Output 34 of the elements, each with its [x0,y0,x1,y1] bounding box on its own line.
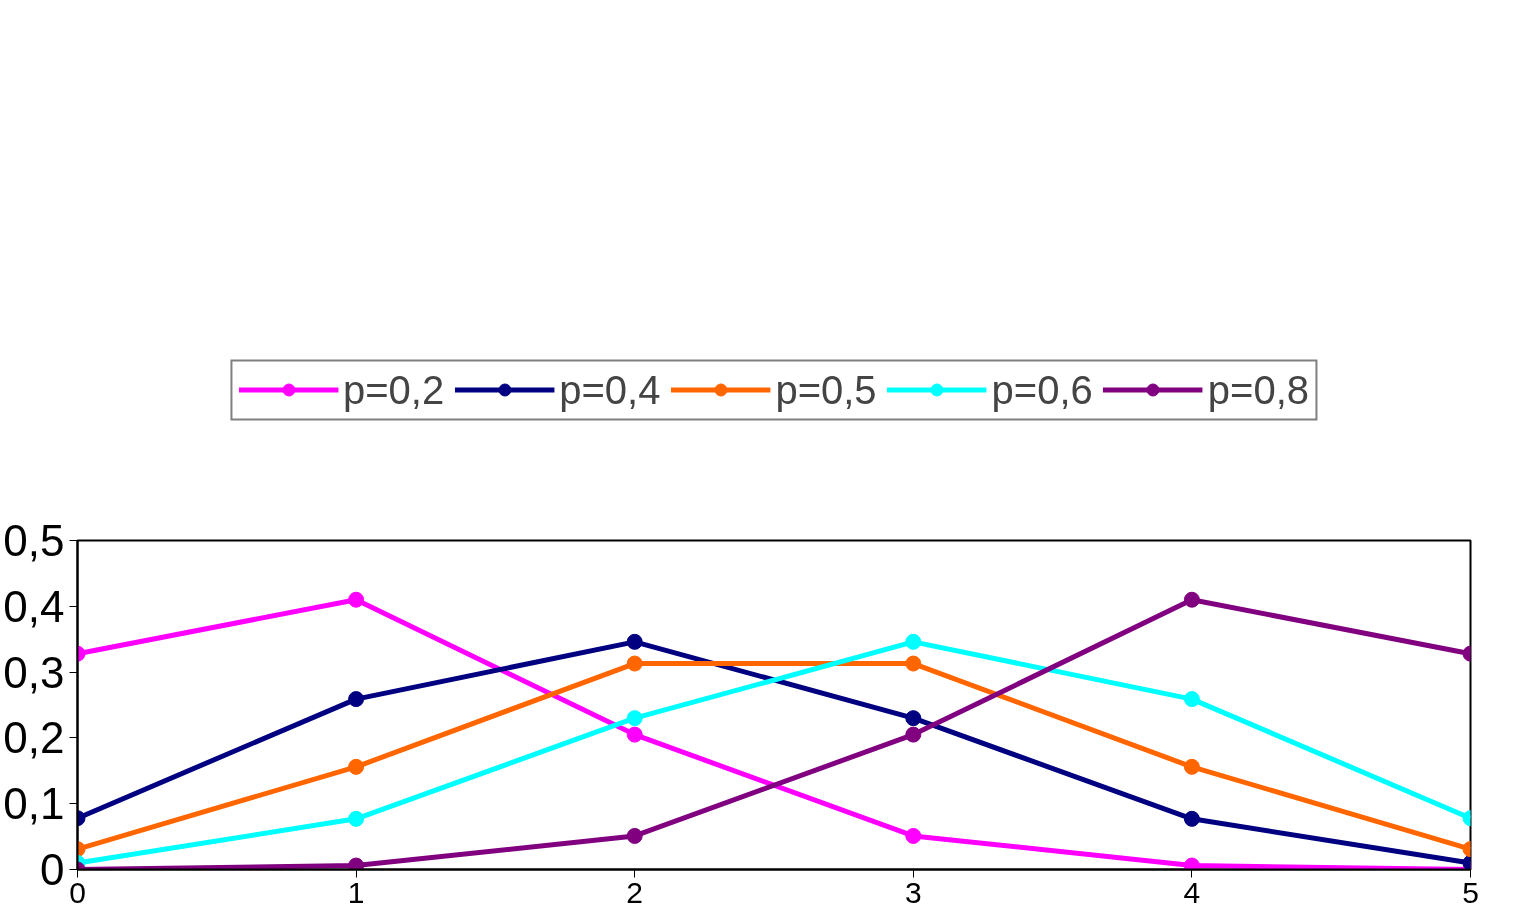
legend-label: p=0,4 [559,367,661,413]
legend-label: p=0,6 [991,367,1093,413]
y-tick-label: 0,2 [3,713,65,763]
y-tick-label: 0,5 [3,516,65,565]
legend-label: p=0,8 [1207,367,1310,413]
point [1183,591,1200,608]
point [626,710,643,727]
x-tick-label: 1 [347,875,365,909]
point [626,655,643,672]
point [905,726,922,743]
y-tick-label: 0,1 [3,779,65,829]
x-tick-label: 4 [1183,875,1201,909]
point [626,726,643,743]
point [626,827,643,844]
x-tick-label: 2 [626,875,644,909]
legend-label: p=0,5 [775,367,877,413]
x-tick-label: 5 [1462,875,1479,909]
point [348,810,365,827]
point [905,710,922,727]
point [905,633,922,650]
point [626,633,643,650]
x-tick-label: 3 [904,875,922,909]
point [348,691,365,708]
point [1183,810,1200,827]
point [905,655,922,672]
point [905,827,922,844]
point [1183,691,1200,708]
x-tick-label: 0 [69,875,86,909]
point [348,758,365,775]
legend-label: p=0,2 [342,367,445,413]
y-tick-label: 0,3 [3,647,65,697]
point [1183,758,1200,775]
point [348,591,365,608]
y-tick-label: 0,4 [3,581,65,631]
